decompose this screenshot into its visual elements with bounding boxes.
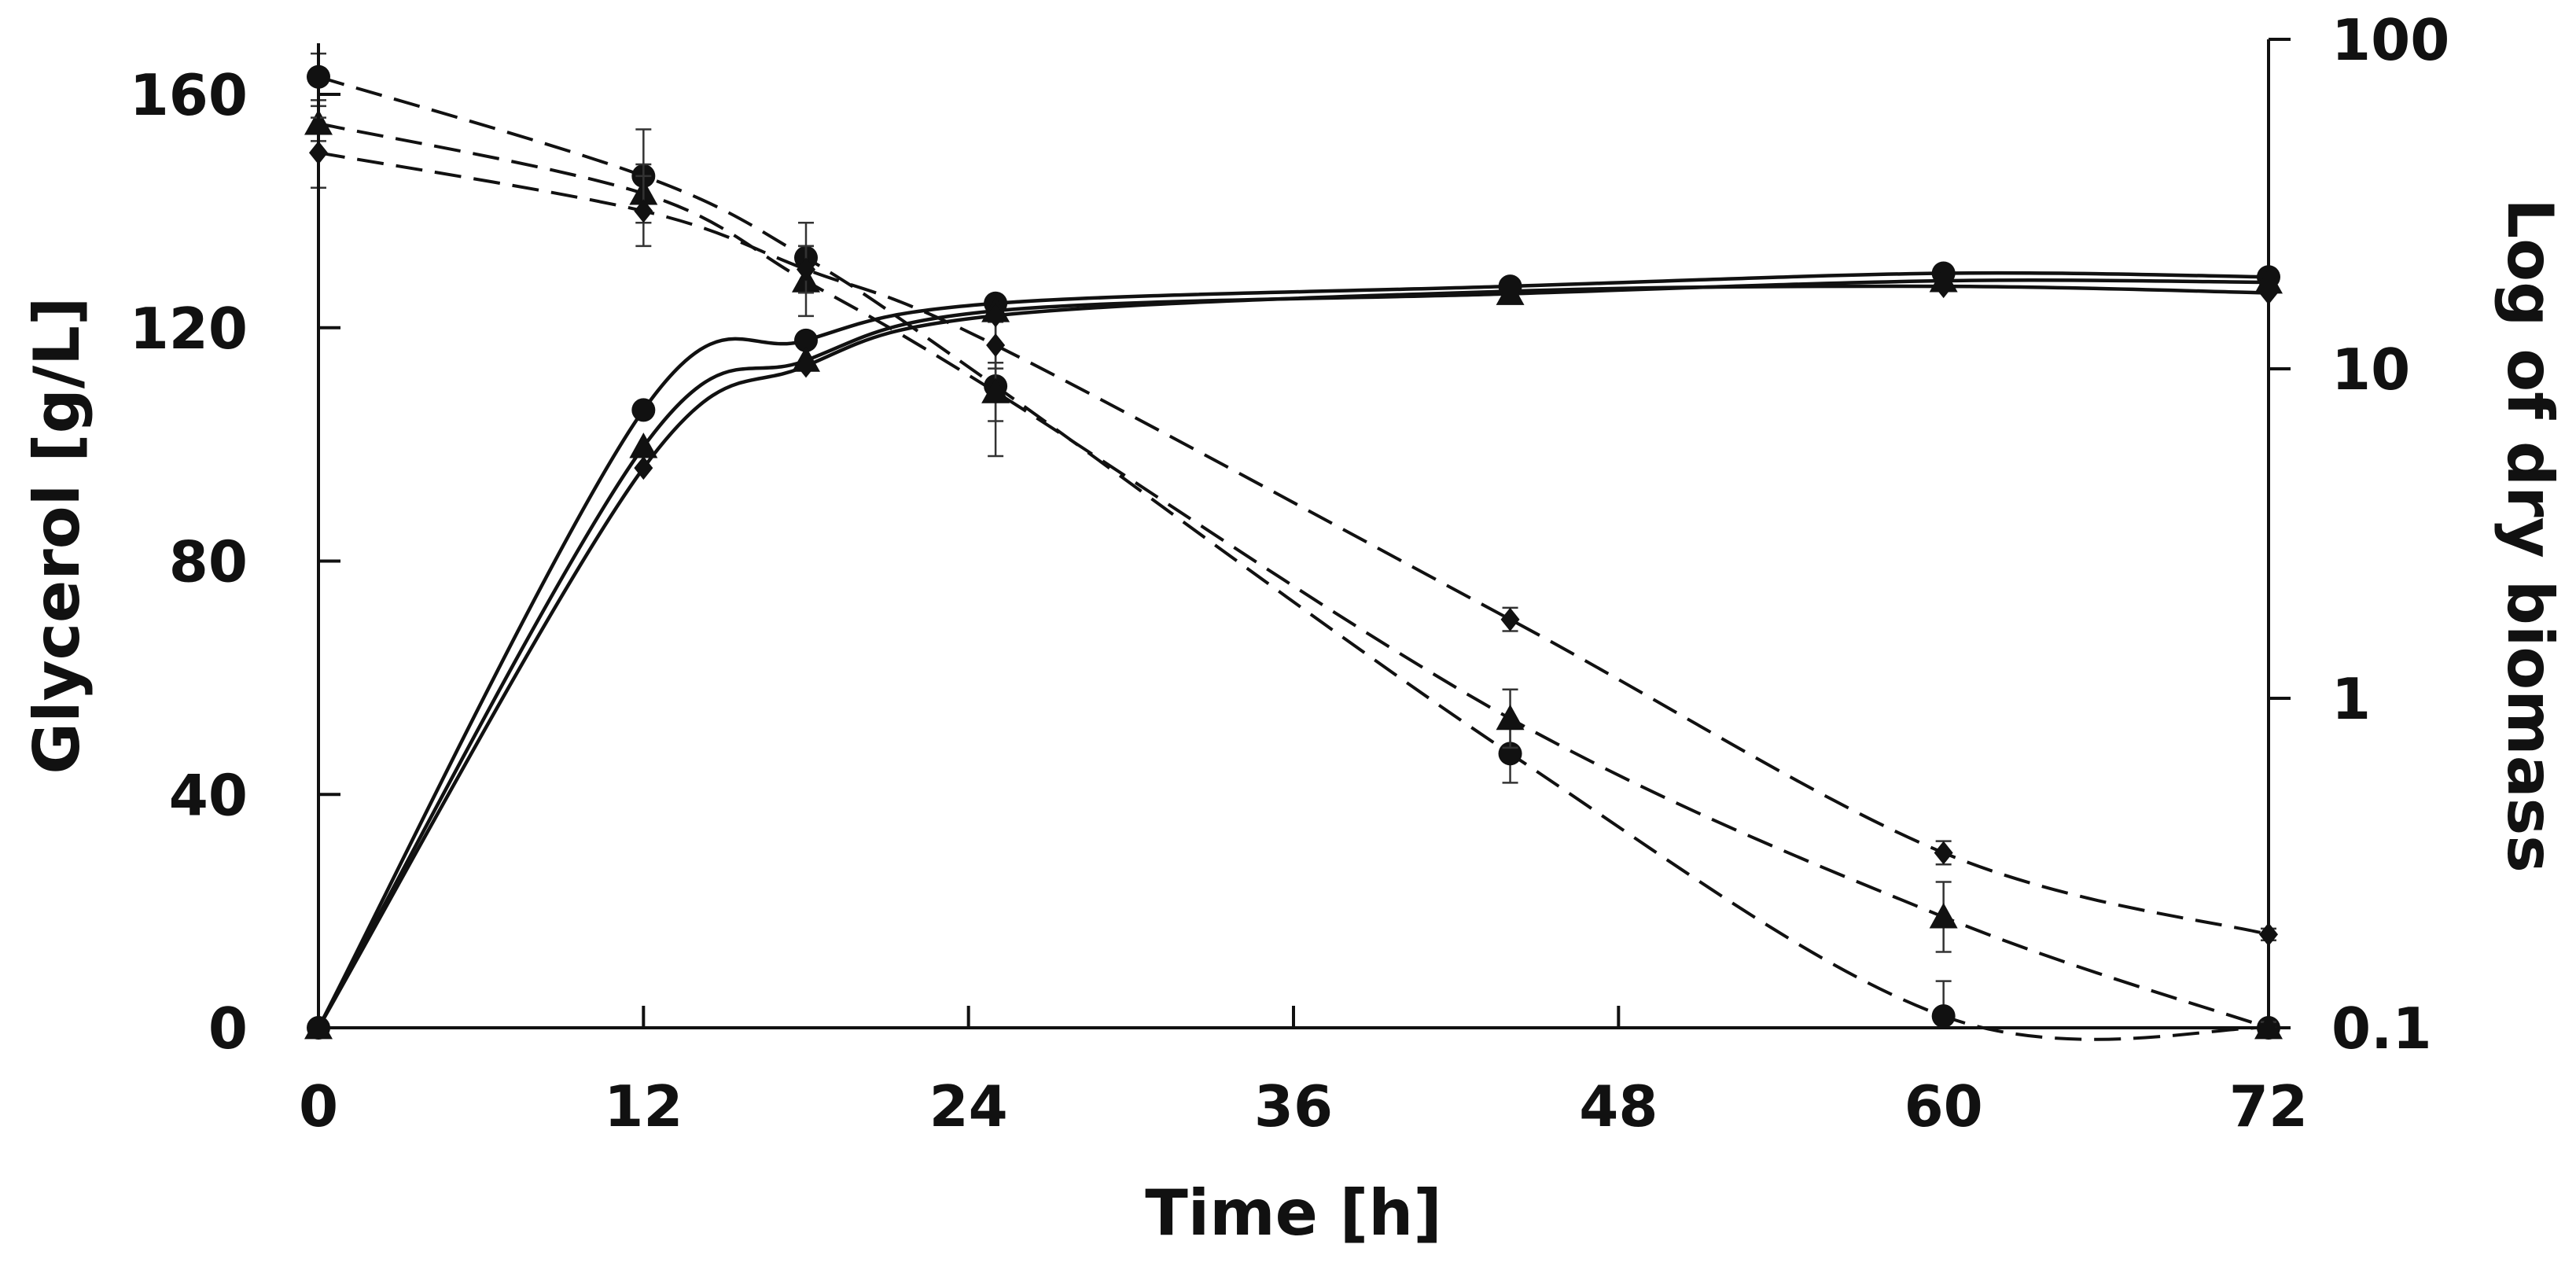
x-tick-label: 60 (1904, 1073, 1983, 1139)
y-axis-left-title: Glycerol [g/L] (20, 296, 94, 774)
data-point-diamond (797, 354, 815, 378)
y-tick-label-right: 1 (2331, 666, 2371, 732)
data-point-circle (1931, 1004, 1956, 1029)
x-tick-label: 36 (1254, 1073, 1333, 1139)
y-tick-label-left: 40 (169, 762, 248, 828)
series-line-glycerol-circle (318, 75, 2269, 1041)
series-biomass-triangle (304, 267, 2283, 1040)
data-point-triangle (629, 433, 658, 458)
data-point-diamond (1934, 274, 1953, 299)
series-glycerol-triangle (304, 105, 2283, 1040)
x-tick-label: 0 (299, 1073, 338, 1139)
x-tick-label: 24 (929, 1073, 1008, 1139)
x-axis-title: Time [h] (1145, 1176, 1442, 1250)
series-line-glycerol-triangle (318, 122, 2269, 1029)
series-layer (304, 52, 2283, 1041)
data-point-triangle (981, 377, 1010, 403)
series-glycerol-diamond (309, 116, 2278, 947)
series-biomass-diamond (309, 274, 2278, 1040)
axes (317, 39, 2270, 1029)
x-tick-label: 12 (604, 1073, 683, 1139)
data-point-circle (794, 328, 818, 352)
data-point-diamond (986, 333, 1006, 358)
x-tick-label: 48 (1579, 1073, 1658, 1139)
data-point-triangle (1929, 903, 1958, 929)
data-point-triangle (1496, 704, 1525, 731)
tick-marks (317, 38, 2291, 1029)
data-point-diamond (634, 199, 653, 223)
data-point-diamond (634, 456, 653, 480)
series-line-biomass-circle (317, 271, 2269, 1029)
x-tick-label: 72 (2229, 1073, 2308, 1139)
series-line-biomass-triangle (317, 278, 2269, 1029)
y-tick-label-left: 120 (130, 296, 248, 362)
data-point-diamond (797, 257, 815, 282)
data-point-diamond (1500, 607, 1520, 631)
y-tick-label-right: 10 (2331, 337, 2410, 403)
y-tick-label-left: 0 (208, 996, 248, 1062)
y-tick-label-right: 100 (2331, 7, 2449, 73)
data-point-diamond (1500, 279, 1520, 304)
data-point-circle (631, 398, 656, 422)
y-tick-label-right: 0.1 (2331, 996, 2432, 1062)
tick-labels: 0 12 24 36 48 60 72 0 40 80 120 160 0.1 1 10 100 (130, 7, 2450, 1139)
y-tick-label-left: 160 (130, 62, 248, 128)
series-line-biomass-diamond (317, 284, 2269, 1029)
series-line-glycerol-diamond (318, 151, 2269, 937)
series-biomass-circle (307, 261, 2280, 1040)
data-point-diamond (1934, 841, 1953, 865)
y-axis-right-title: Log of dry biomass (2493, 198, 2567, 873)
data-point-diamond (986, 304, 1006, 328)
y-tick-label-left: 80 (169, 529, 248, 595)
